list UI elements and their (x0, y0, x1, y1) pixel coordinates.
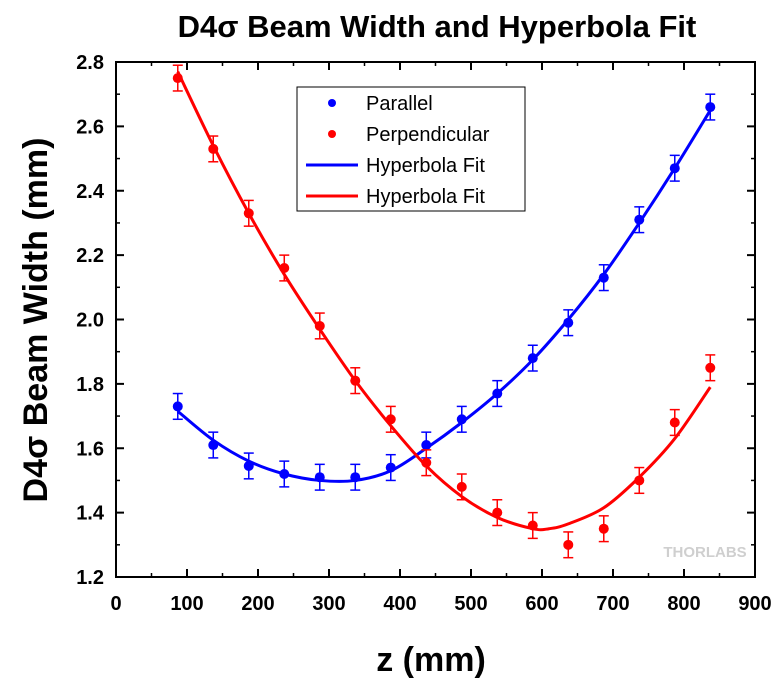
x-tick-label: 800 (667, 593, 700, 615)
legend-marker-perpendicular (328, 130, 336, 138)
point-perpendicular (563, 539, 574, 550)
series-layer (172, 64, 716, 559)
point-parallel (492, 388, 503, 399)
point-perpendicular (279, 263, 290, 273)
fit-line-red (176, 71, 712, 532)
x-tick-label: 200 (241, 593, 274, 615)
point-perpendicular (208, 143, 219, 154)
point-perpendicular (634, 475, 645, 486)
point-parallel (669, 163, 680, 174)
axis-ticks (115, 61, 756, 578)
point-perpendicular (385, 414, 396, 425)
point-parallel (421, 440, 432, 451)
point-perpendicular (705, 362, 716, 373)
legend-marker-parallel (328, 99, 336, 107)
point-perpendicular (172, 73, 183, 84)
point-parallel (279, 469, 290, 479)
point-perpendicular (421, 457, 432, 468)
y-axis-tick-labels: 1.2 1.4 1.6 1.8 2.0 2.2 2.4 2.6 2.8 (76, 52, 105, 589)
legend-label-parallel: Parallel (366, 93, 433, 115)
x-tick-label: 300 (312, 593, 345, 615)
point-parallel (527, 353, 538, 364)
chart-title: D4σ Beam Width and Hyperbola Fit (178, 9, 697, 44)
y-tick-label: 1.8 (76, 374, 104, 396)
x-tick-label: 900 (738, 593, 771, 615)
legend-box (296, 86, 526, 212)
point-parallel (314, 472, 325, 483)
y-tick-label: 2.0 (76, 310, 104, 332)
fit-line-blue (176, 109, 712, 483)
point-perpendicular (527, 520, 538, 531)
y-tick-label: 2.8 (76, 52, 104, 74)
x-tick-label: 100 (170, 593, 203, 615)
point-perpendicular (492, 507, 503, 518)
y-axis-label: D4σ Beam Width (mm) (17, 138, 55, 503)
point-parallel (208, 440, 219, 451)
legend-label-red-fit: Hyperbola Fit (366, 186, 485, 208)
point-perpendicular (314, 320, 325, 331)
thorlabs-watermark: THORLABS (663, 544, 746, 561)
legend: Parallel Perpendicular Hyperbola Fit Hyp… (296, 86, 526, 212)
point-perpendicular (243, 208, 254, 219)
point-parallel (350, 472, 361, 483)
y-tick-label: 2.4 (76, 181, 105, 203)
point-perpendicular (350, 375, 361, 386)
x-tick-label: 400 (383, 593, 416, 615)
y-tick-label: 1.2 (76, 567, 104, 589)
legend-label-blue-fit: Hyperbola Fit (366, 155, 485, 177)
point-perpendicular (598, 523, 609, 534)
y-tick-label: 2.2 (76, 245, 104, 267)
point-perpendicular (669, 417, 680, 428)
legend-label-perpendicular: Perpendicular (366, 124, 490, 146)
y-tick-label: 1.4 (76, 503, 105, 525)
point-parallel (243, 460, 254, 471)
point-parallel (456, 414, 467, 425)
point-parallel (598, 272, 609, 283)
x-tick-label: 600 (525, 593, 558, 615)
y-tick-label: 1.6 (76, 438, 104, 460)
x-tick-label: 0 (110, 593, 121, 615)
point-parallel (172, 401, 183, 412)
x-axis-label: z (mm) (376, 641, 486, 679)
point-parallel (634, 214, 645, 225)
y-tick-label: 2.6 (76, 116, 104, 138)
x-tick-label: 700 (596, 593, 629, 615)
point-parallel (385, 462, 396, 473)
point-parallel (563, 317, 574, 328)
point-parallel (705, 102, 716, 113)
x-tick-label: 500 (454, 593, 487, 615)
x-axis-tick-labels: 0 100 200 300 400 500 600 700 800 900 (110, 593, 771, 615)
point-perpendicular (456, 481, 467, 492)
